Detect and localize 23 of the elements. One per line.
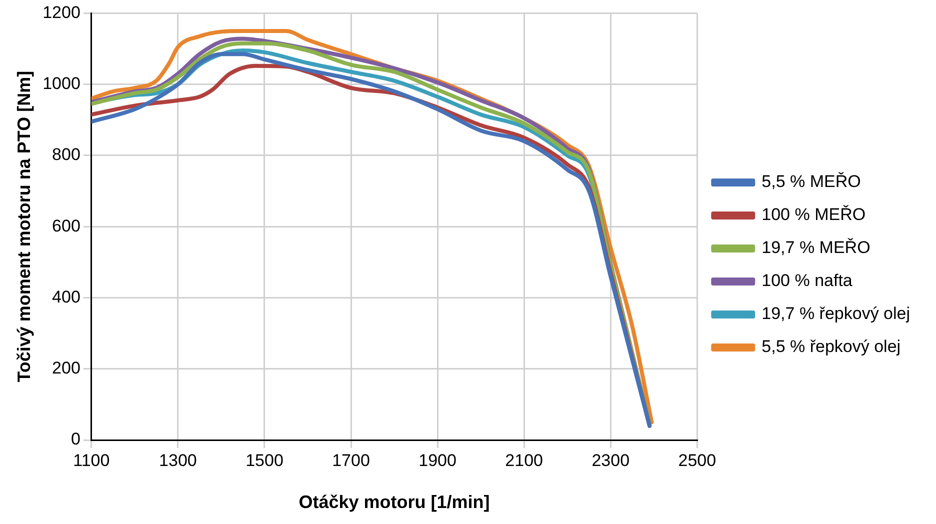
- legend-label: 19,7 % MEŘO: [762, 238, 870, 258]
- x-tick-label: 1700: [332, 450, 370, 470]
- y-tick-label: 200: [52, 358, 80, 378]
- x-tick-label: 2300: [592, 450, 630, 470]
- x-tick-label: 1300: [159, 450, 197, 470]
- legend-label: 5,5 % řepkový olej: [762, 337, 901, 356]
- y-tick-label: 600: [52, 216, 80, 236]
- x-tick-label: 2500: [678, 450, 716, 470]
- legend-label: 5,5 % MEŘO: [762, 172, 861, 192]
- x-tick-label: 1900: [418, 450, 456, 470]
- x-tick-label: 1100: [73, 450, 110, 470]
- x-tick-label: 1500: [246, 450, 284, 470]
- x-axis-title: Otáčky motoru [1/min]: [298, 492, 490, 512]
- y-tick-label: 800: [52, 145, 80, 164]
- y-axis-title: Točivý moment motoru na PTO [Nm]: [14, 70, 34, 382]
- legend-label: 100 % MEŘO: [762, 205, 866, 224]
- y-tick-label: 400: [52, 287, 80, 306]
- legend-label: 19,7 % řepkový olej: [762, 304, 910, 324]
- y-tick-label: 1200: [42, 2, 80, 22]
- legend-label: 100 % nafta: [762, 271, 853, 290]
- x-tick-label: 2100: [505, 450, 543, 470]
- y-tick-label: 1000: [42, 74, 80, 94]
- y-tick-label: 0: [70, 430, 80, 449]
